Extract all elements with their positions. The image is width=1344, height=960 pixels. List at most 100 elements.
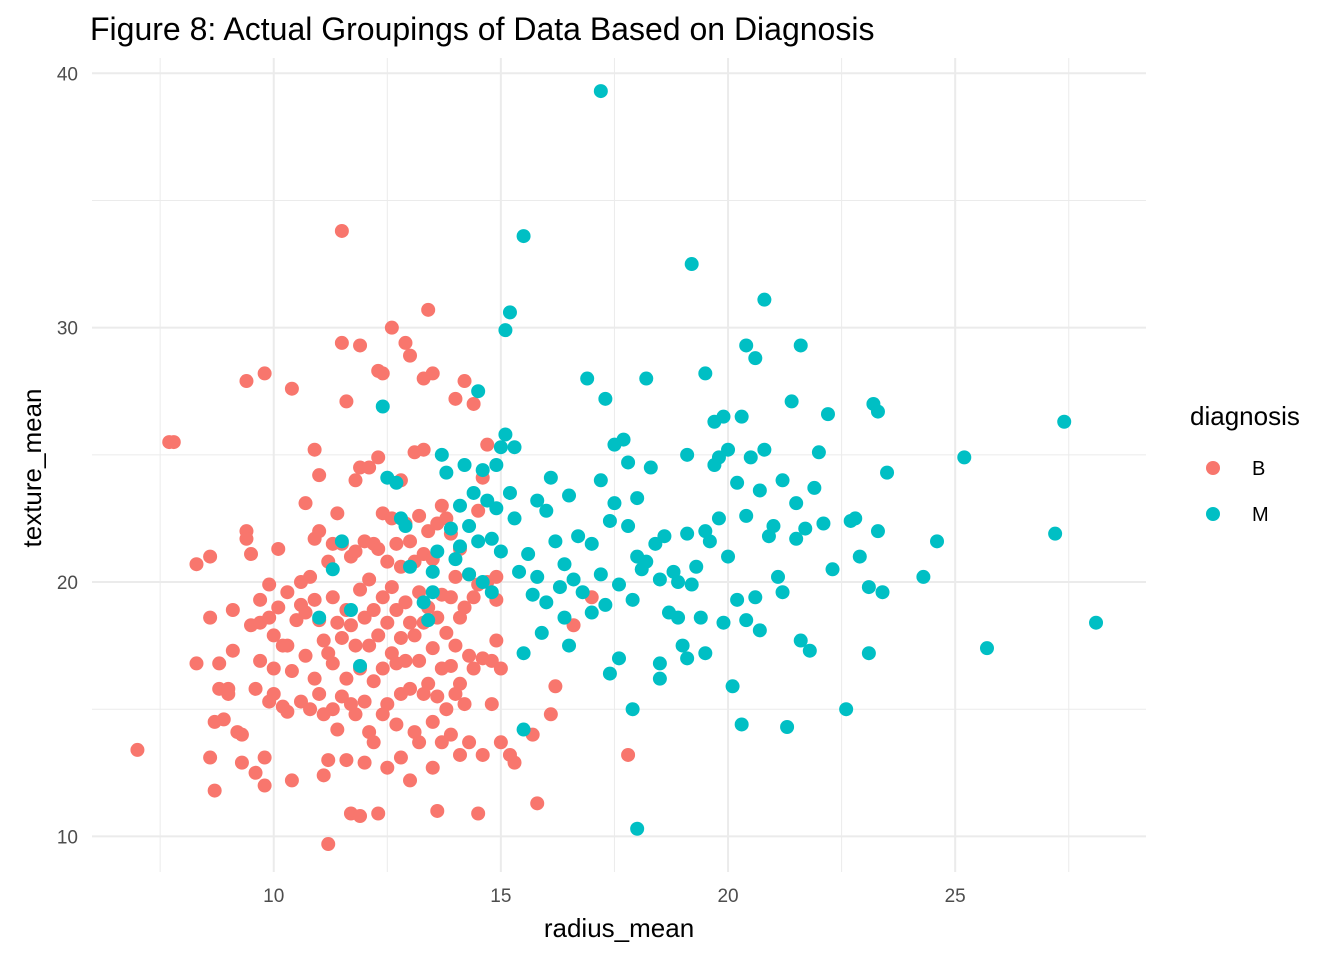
data-point-b (207, 783, 222, 798)
data-point-b (325, 702, 340, 717)
data-point-m (839, 702, 854, 717)
data-point-b (339, 753, 354, 768)
data-point-b (303, 702, 318, 717)
data-point-m (848, 511, 863, 526)
data-point-b (248, 681, 263, 696)
data-point-b (280, 638, 295, 653)
data-point-b (203, 610, 218, 625)
data-point-b (284, 773, 299, 788)
data-point-b (471, 503, 486, 518)
data-point-m (475, 575, 490, 590)
data-point-b (443, 727, 458, 742)
data-point-m (521, 547, 536, 562)
data-point-b (362, 638, 377, 653)
data-point-m (784, 394, 799, 409)
data-point-m (312, 610, 327, 625)
data-point-m (471, 534, 486, 549)
data-point-b (371, 806, 386, 821)
data-point-b (266, 661, 281, 676)
data-point-b (375, 590, 390, 605)
data-point-m (403, 559, 418, 574)
data-point-m (530, 569, 545, 584)
data-point-m (584, 536, 599, 551)
data-point-b (239, 374, 254, 389)
data-point-m (562, 638, 577, 653)
data-point-m (598, 391, 613, 406)
data-point-b (493, 735, 508, 750)
data-point-b (403, 534, 418, 549)
data-point-m (798, 521, 813, 536)
data-point-m (861, 580, 876, 595)
data-point-m (1089, 615, 1104, 630)
data-point-b (348, 473, 363, 488)
data-point-b (443, 590, 458, 605)
data-point-b (221, 681, 236, 696)
data-point-m (643, 460, 658, 475)
data-point-b (325, 656, 340, 671)
data-point-b (457, 374, 472, 389)
data-point-m (652, 656, 667, 671)
data-point-m (534, 625, 549, 640)
data-point-m (875, 585, 890, 600)
data-point-m (593, 567, 608, 582)
data-point-m (530, 493, 545, 508)
data-point-m (825, 562, 840, 577)
data-point-m (730, 475, 745, 490)
data-point-b (316, 768, 331, 783)
data-point-m (484, 531, 499, 546)
data-point-m (734, 409, 749, 424)
data-point-b (321, 837, 336, 852)
data-point-b (339, 671, 354, 686)
legend-key-m (1206, 507, 1220, 521)
data-point-m (716, 615, 731, 630)
data-point-b (298, 648, 313, 663)
data-point-m (766, 519, 781, 534)
data-point-b (266, 686, 281, 701)
data-point-m (702, 534, 717, 549)
data-point-m (807, 480, 822, 495)
data-point-b (280, 704, 295, 719)
data-point-m (566, 572, 581, 587)
data-point-b (234, 755, 249, 770)
data-point-m (789, 531, 804, 546)
data-point-m (880, 465, 895, 480)
chart-title: Figure 8: Actual Groupings of Data Based… (90, 11, 874, 47)
data-point-b (448, 569, 463, 584)
data-point-b (244, 547, 259, 562)
data-point-m (870, 524, 885, 539)
data-point-m (498, 427, 513, 442)
data-point-b (403, 681, 418, 696)
data-point-b (334, 630, 349, 645)
data-point-m (698, 646, 713, 661)
data-point-m (462, 519, 477, 534)
data-point-m (780, 720, 795, 735)
data-point-b (480, 437, 495, 452)
data-point-b (484, 697, 499, 712)
data-point-b (203, 549, 218, 564)
data-point-m (593, 84, 608, 99)
data-point-m (979, 641, 994, 656)
data-point-b (475, 747, 490, 762)
data-point-m (680, 447, 695, 462)
data-point-m (375, 399, 390, 414)
data-point-m (693, 610, 708, 625)
y-tick-label: 20 (57, 573, 78, 594)
data-point-b (489, 633, 504, 648)
data-point-b (403, 773, 418, 788)
data-point-b (412, 508, 427, 523)
data-point-b (493, 661, 508, 676)
data-point-m (711, 511, 726, 526)
data-point-b (284, 664, 299, 679)
data-point-m (593, 473, 608, 488)
data-point-b (253, 592, 268, 607)
data-point-b (457, 697, 472, 712)
data-point-m (602, 666, 617, 681)
x-axis-ticks: 10 15 20 25 (263, 886, 966, 907)
data-point-b (312, 468, 327, 483)
data-point-m (739, 338, 754, 353)
data-point-m (502, 485, 517, 500)
data-point-b (466, 661, 481, 676)
data-point-m (430, 544, 445, 559)
data-point-b (266, 628, 281, 643)
